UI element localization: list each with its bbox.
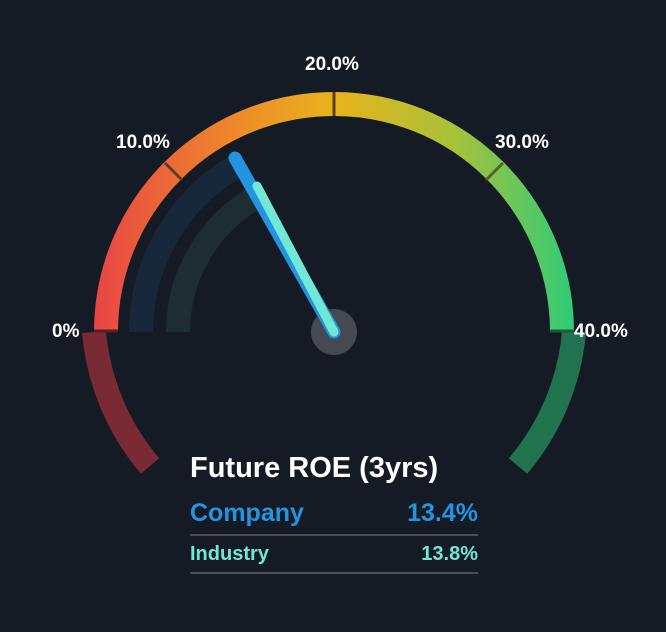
industry-label: Industry — [190, 542, 269, 565]
tick-label-0: 0% — [52, 321, 80, 342]
company-value: 13.4% — [407, 498, 478, 527]
company-label: Company — [190, 498, 304, 527]
gauge-high-extension — [508, 330, 586, 474]
legend-industry-row: Industry 13.8% — [190, 536, 478, 574]
tick-label-20: 20.0% — [305, 54, 359, 75]
industry-value: 13.8% — [421, 542, 478, 565]
legend: Future ROE (3yrs) Company 13.4% Industry… — [190, 452, 478, 574]
legend-title: Future ROE (3yrs) — [190, 452, 439, 484]
industry-track — [166, 185, 265, 333]
tick-label-40: 40.0% — [574, 321, 628, 342]
gauge-low-extension — [82, 330, 160, 474]
company-track — [129, 155, 243, 333]
legend-company-row: Company 13.4% — [190, 492, 478, 536]
tick-label-30: 30.0% — [495, 132, 549, 153]
industry-needle — [252, 181, 339, 337]
tick-label-10: 10.0% — [116, 132, 170, 153]
